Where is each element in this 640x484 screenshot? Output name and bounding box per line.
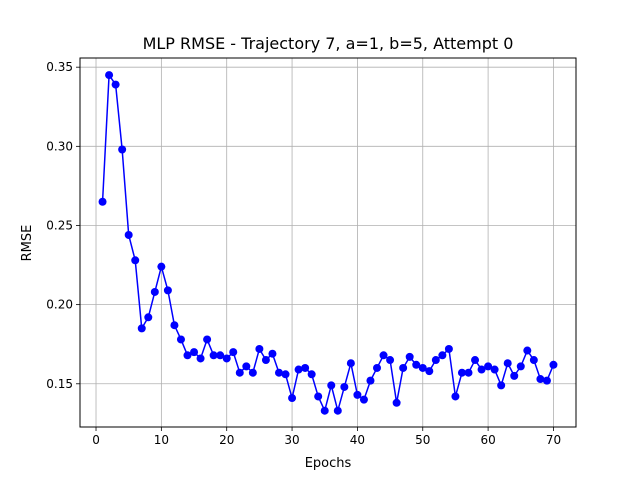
x-tick-label: 60 [480, 433, 495, 447]
data-point [549, 360, 558, 369]
data-point [261, 356, 270, 365]
grid-layer [80, 58, 576, 427]
x-tick-label: 10 [154, 433, 169, 447]
data-point [150, 287, 159, 296]
x-tick-label: 50 [415, 433, 430, 447]
data-point [144, 313, 153, 322]
data-point [157, 262, 166, 271]
series-layer [98, 71, 558, 415]
data-point [301, 363, 310, 372]
data-point [386, 356, 395, 365]
data-point [497, 381, 506, 390]
data-point [281, 370, 290, 379]
data-point [307, 370, 316, 379]
y-tick-label: 0.20 [46, 298, 73, 312]
data-point [131, 256, 140, 265]
data-point [529, 356, 538, 365]
plot-frame [79, 57, 577, 428]
data-point [268, 349, 277, 358]
data-point [451, 392, 460, 401]
data-point [333, 406, 342, 415]
data-point [510, 371, 519, 380]
data-point [137, 324, 146, 333]
data-point [353, 390, 362, 399]
data-point [255, 344, 264, 353]
data-point [163, 286, 172, 295]
data-point [203, 335, 212, 344]
data-point [484, 362, 493, 371]
x-tick-label: 70 [546, 433, 561, 447]
data-point [412, 360, 421, 369]
data-point [477, 365, 486, 374]
data-point [274, 368, 283, 377]
data-point [118, 145, 127, 154]
data-point [542, 376, 551, 385]
data-point [464, 368, 473, 377]
data-point [294, 365, 303, 374]
data-point [405, 352, 414, 361]
data-point [392, 398, 401, 407]
x-tick-label: 20 [219, 433, 234, 447]
x-axis-label: Epochs [305, 456, 352, 471]
data-point [359, 395, 368, 404]
data-point [490, 365, 499, 374]
data-point [170, 321, 179, 330]
y-tick-label: 0.15 [46, 377, 73, 391]
y-tick-label: 0.25 [46, 218, 73, 232]
data-point [431, 356, 440, 365]
data-point [216, 351, 225, 360]
x-tick-label: 0 [92, 433, 100, 447]
data-point [523, 346, 532, 355]
data-point [471, 356, 480, 365]
data-point [340, 382, 349, 391]
data-point [438, 351, 447, 360]
chart-title: MLP RMSE - Trajectory 7, a=1, b=5, Attem… [143, 34, 514, 53]
data-point [503, 359, 512, 368]
data-point [327, 381, 336, 390]
data-point [176, 335, 185, 344]
data-point [314, 392, 323, 401]
data-point [425, 367, 434, 376]
data-point [229, 348, 238, 357]
data-point [111, 80, 120, 89]
series-line [101, 74, 555, 412]
data-point [209, 351, 218, 360]
data-point [399, 363, 408, 372]
data-point [183, 351, 192, 360]
x-tick-label: 30 [284, 433, 299, 447]
y-axis-label: RMSE [20, 225, 35, 262]
data-point [98, 197, 107, 206]
data-point [222, 354, 231, 363]
y-tick-label: 0.30 [46, 139, 73, 153]
data-point [457, 368, 466, 377]
data-point [288, 394, 297, 403]
tick-layer: 0 10 20 30 40 50 60 70 0.15 0.20 0.25 0.30 0.35 [46, 60, 561, 447]
data-point [248, 368, 257, 377]
data-point [536, 375, 545, 384]
x-tick-label: 40 [350, 433, 365, 447]
data-point [124, 230, 133, 239]
data-point [366, 376, 375, 385]
data-point [346, 359, 355, 368]
data-point [320, 406, 329, 415]
data-point [373, 363, 382, 372]
data-point [235, 368, 244, 377]
data-point [105, 71, 114, 80]
data-point [196, 354, 205, 363]
data-point [379, 351, 388, 360]
data-point [242, 362, 251, 371]
data-point [444, 344, 453, 353]
data-point [190, 348, 199, 357]
data-point [516, 362, 525, 371]
data-point [418, 363, 427, 372]
y-tick-label: 0.35 [46, 60, 73, 74]
